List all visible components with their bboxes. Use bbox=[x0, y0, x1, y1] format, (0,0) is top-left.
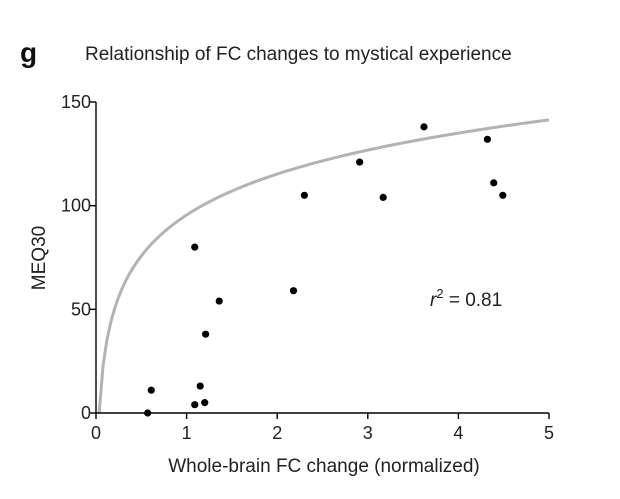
data-point bbox=[490, 179, 498, 187]
data-point bbox=[483, 135, 491, 143]
data-point bbox=[420, 123, 428, 131]
r-squared-annotation: r2 = 0.81 bbox=[430, 286, 502, 311]
x-axis-title: Whole-brain FC change (normalized) bbox=[168, 456, 480, 477]
data-point bbox=[289, 287, 298, 295]
data-point bbox=[499, 191, 507, 199]
y-tick-label: 50 bbox=[71, 299, 91, 319]
y-tick-label: 100 bbox=[61, 196, 91, 216]
x-tick-label: 5 bbox=[544, 423, 554, 443]
data-point bbox=[379, 193, 387, 201]
x-ticks: 0 1 2 3 4 5 bbox=[91, 413, 554, 443]
data-point bbox=[191, 401, 199, 409]
data-point bbox=[356, 158, 364, 166]
x-tick-label: 0 bbox=[91, 423, 101, 443]
y-axis-title: MEQ30 bbox=[29, 226, 50, 290]
y-tick-label: 150 bbox=[61, 92, 91, 112]
y-ticks: 0 50 100 150 bbox=[61, 92, 96, 423]
data-point bbox=[202, 330, 210, 338]
chart-title: Relationship of FC changes to mystical e… bbox=[85, 44, 512, 65]
data-point bbox=[215, 297, 223, 305]
data-point bbox=[196, 382, 204, 390]
y-tick-label: 0 bbox=[81, 403, 91, 423]
plot-area: 0 1 2 3 4 5 0 50 100 150 bbox=[61, 92, 554, 443]
data-points bbox=[144, 123, 507, 417]
panel-label: g bbox=[20, 37, 37, 68]
x-tick-label: 4 bbox=[453, 423, 463, 443]
data-point bbox=[147, 386, 155, 394]
x-tick-label: 3 bbox=[363, 423, 373, 443]
data-point bbox=[300, 191, 308, 199]
data-point bbox=[201, 399, 209, 407]
r-squared-value: = 0.81 bbox=[444, 290, 503, 311]
data-point bbox=[191, 243, 199, 251]
x-tick-label: 1 bbox=[182, 423, 192, 443]
r-squared-prefix: r bbox=[430, 290, 437, 311]
r-squared-superscript: 2 bbox=[436, 286, 443, 301]
fit-curve bbox=[97, 118, 550, 414]
x-tick-label: 2 bbox=[272, 423, 282, 443]
